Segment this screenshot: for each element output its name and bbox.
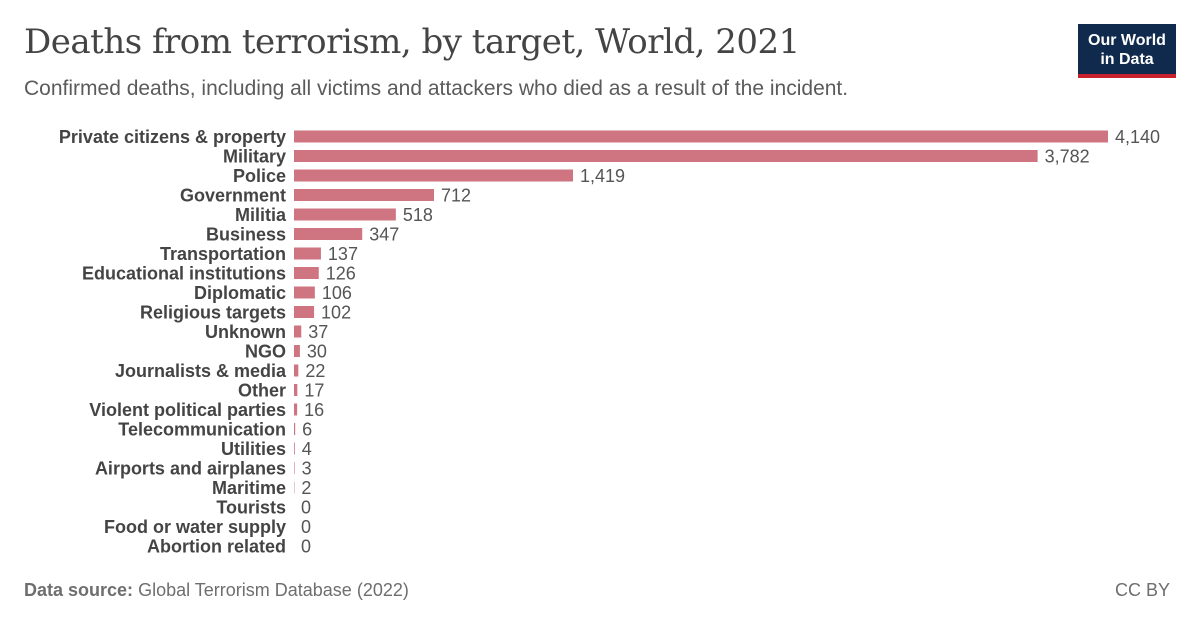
- value-label: 1,419: [580, 166, 625, 186]
- value-label: 6: [302, 420, 312, 440]
- bar[interactable]: [294, 364, 299, 377]
- logo-line-2: in Data: [1100, 51, 1154, 68]
- chart-subtitle: Confirmed deaths, including all victims …: [24, 77, 849, 100]
- license-link[interactable]: CC BY: [1114, 580, 1170, 600]
- value-label: 4,140: [1115, 127, 1160, 147]
- bar[interactable]: [294, 286, 315, 299]
- category-label: Violent political parties: [89, 400, 286, 420]
- bar[interactable]: [294, 247, 321, 260]
- value-label: 2: [301, 478, 311, 498]
- category-label: Unknown: [205, 322, 286, 342]
- value-label: 106: [322, 283, 352, 303]
- category-label: Militia: [235, 205, 287, 225]
- bar[interactable]: [294, 384, 298, 396]
- category-label: Abortion related: [147, 537, 286, 557]
- category-label: Private citizens & property: [59, 127, 286, 147]
- value-label: 0: [301, 517, 311, 537]
- value-label: 712: [441, 186, 471, 206]
- value-label: 30: [307, 342, 327, 362]
- category-label: Other: [238, 381, 286, 401]
- category-label: Police: [233, 166, 286, 186]
- value-label: 137: [328, 244, 358, 264]
- value-label: 4: [302, 439, 312, 459]
- bar[interactable]: [294, 462, 295, 474]
- category-label: Transportation: [160, 244, 286, 264]
- category-label: Tourists: [216, 498, 286, 518]
- category-label: Diplomatic: [194, 283, 286, 303]
- bar[interactable]: [294, 325, 302, 338]
- bar[interactable]: [294, 442, 295, 455]
- category-label: Journalists & media: [115, 361, 287, 381]
- category-label: Airports and airplanes: [95, 459, 286, 479]
- category-label: Food or water supply: [104, 517, 286, 537]
- category-label: Religious targets: [140, 303, 286, 323]
- category-label: Telecommunication: [118, 420, 286, 440]
- bar[interactable]: [294, 130, 1108, 143]
- bar[interactable]: [294, 208, 396, 221]
- value-label: 0: [301, 498, 311, 518]
- chart-title: Deaths from terrorism, by target, World,…: [24, 22, 800, 62]
- value-label: 3: [302, 459, 312, 479]
- category-label: Maritime: [212, 478, 286, 498]
- category-label: Utilities: [221, 439, 286, 459]
- bar[interactable]: [294, 306, 315, 318]
- bar[interactable]: [294, 345, 300, 357]
- bar[interactable]: [294, 228, 363, 240]
- data-source: Data source: Global Terrorism Database (…: [24, 580, 409, 601]
- value-label: 16: [304, 400, 324, 420]
- logo-line-1: Our World: [1088, 32, 1166, 49]
- bar[interactable]: [294, 403, 298, 416]
- bar[interactable]: [294, 150, 1038, 162]
- value-label: 0: [301, 537, 311, 557]
- bar[interactable]: [294, 189, 434, 201]
- data-source-label: Data source:: [24, 580, 134, 600]
- bar[interactable]: [294, 169, 574, 182]
- value-label: 518: [403, 205, 433, 225]
- owid-logo[interactable]: Our World in Data: [1078, 24, 1176, 78]
- value-label: 3,782: [1045, 147, 1090, 167]
- value-label: 17: [304, 381, 324, 401]
- value-label: 22: [305, 361, 325, 381]
- category-label: Military: [223, 147, 286, 167]
- data-source-text[interactable]: Global Terrorism Database (2022): [138, 580, 409, 600]
- value-label: 347: [369, 225, 399, 245]
- category-label: Educational institutions: [82, 264, 286, 284]
- category-label: Business: [206, 225, 286, 245]
- value-label: 37: [308, 322, 328, 342]
- value-label: 102: [321, 303, 351, 323]
- bar[interactable]: [294, 267, 319, 279]
- bar[interactable]: [294, 423, 296, 435]
- value-label: 126: [326, 264, 356, 284]
- category-label: Government: [180, 186, 286, 206]
- category-label: NGO: [245, 342, 286, 362]
